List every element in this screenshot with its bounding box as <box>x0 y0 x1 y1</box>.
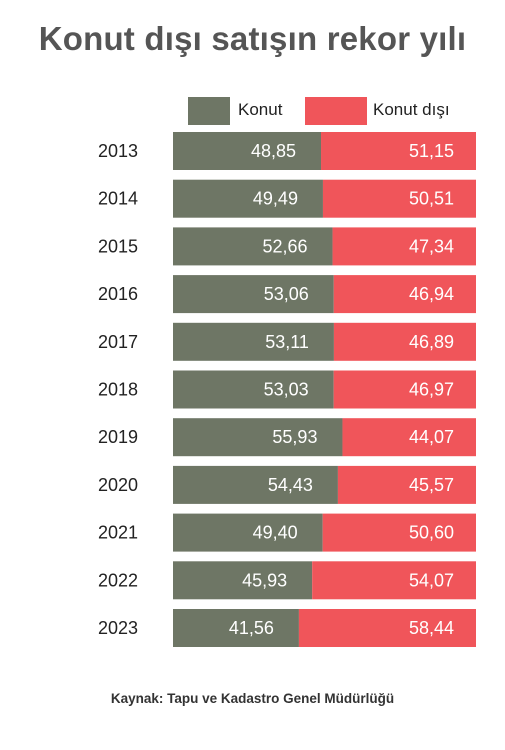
year-label-2016: 2016 <box>98 284 138 304</box>
value-label-konut-2016: 53,06 <box>264 284 309 304</box>
value-label-konut-disi-2023: 58,44 <box>409 618 454 638</box>
value-label-konut-disi-2013: 51,15 <box>409 141 454 161</box>
legend: Konut Konut dışı <box>0 97 505 125</box>
value-label-konut-disi-2017: 46,89 <box>409 332 454 352</box>
year-label-2020: 2020 <box>98 475 138 495</box>
year-label-2019: 2019 <box>98 427 138 447</box>
value-label-konut-2020: 54,43 <box>268 475 313 495</box>
value-label-konut-disi-2018: 46,97 <box>409 380 454 400</box>
bar-konut-2014 <box>173 179 323 218</box>
year-label-2018: 2018 <box>98 380 138 400</box>
year-label-2017: 2017 <box>98 332 138 352</box>
year-label-2023: 2023 <box>98 618 138 638</box>
bar-konut-2020 <box>173 465 338 504</box>
source-note: Kaynak: Tapu ve Kadastro Genel Müdürlüğü <box>110 691 395 706</box>
bar-konut-disi-2017 <box>333 322 476 361</box>
value-label-konut-2018: 53,03 <box>264 380 309 400</box>
year-label-2015: 2015 <box>98 236 138 256</box>
bar-konut-2021 <box>173 513 323 552</box>
bar-konut-disi-2023 <box>298 609 476 647</box>
bar-konut-2015 <box>173 227 333 266</box>
year-label-2022: 2022 <box>98 570 138 590</box>
value-label-konut-disi-2016: 46,94 <box>409 284 454 304</box>
value-label-konut-disi-2015: 47,34 <box>409 236 454 256</box>
bar-konut-disi-2018 <box>333 370 476 409</box>
year-label-2013: 2013 <box>98 141 138 161</box>
value-label-konut-disi-2019: 44,07 <box>409 427 454 447</box>
value-label-konut-2013: 48,85 <box>251 141 296 161</box>
bar-konut-disi-2019 <box>342 418 476 457</box>
legend-label-konut-disi: Konut dışı <box>373 100 450 119</box>
legend-swatch-konut <box>188 97 230 125</box>
value-label-konut-disi-2022: 54,07 <box>409 570 454 590</box>
bar-konut-disi-2016 <box>333 275 476 314</box>
value-label-konut-disi-2021: 50,60 <box>409 523 454 543</box>
bar-konut-disi-2021 <box>322 513 476 552</box>
bar-konut-disi-2014 <box>322 179 476 218</box>
bar-konut-disi-2020 <box>337 465 476 504</box>
bar-konut-2016 <box>173 275 334 314</box>
bar-konut-2017 <box>173 322 334 361</box>
bar-konut-2018 <box>173 370 334 409</box>
value-label-konut-disi-2020: 45,57 <box>409 475 454 495</box>
bar-konut-disi-2013 <box>321 132 476 170</box>
legend-label-konut: Konut <box>238 100 283 119</box>
value-label-konut-2022: 45,93 <box>242 570 287 590</box>
value-label-konut-2021: 49,40 <box>253 523 298 543</box>
year-label-2021: 2021 <box>98 523 138 543</box>
legend-swatch-konut-disi <box>305 97 367 125</box>
value-label-konut-2014: 49,49 <box>253 189 298 209</box>
bar-konut-2019 <box>173 418 343 457</box>
value-label-konut-2023: 41,56 <box>229 618 274 638</box>
bar-konut-2022 <box>173 561 313 600</box>
value-label-konut-2019: 55,93 <box>272 427 317 447</box>
value-label-konut-2015: 52,66 <box>263 236 308 256</box>
value-label-konut-disi-2014: 50,51 <box>409 189 454 209</box>
bar-konut-2013 <box>173 132 322 170</box>
year-label-2014: 2014 <box>98 189 138 209</box>
bar-konut-2023 <box>173 609 299 647</box>
chart-title: Konut dışı satışın rekor yılı <box>38 20 467 57</box>
bar-konut-disi-2015 <box>332 227 476 266</box>
bar-konut-disi-2022 <box>312 561 476 600</box>
value-label-konut-2017: 53,11 <box>265 332 309 352</box>
